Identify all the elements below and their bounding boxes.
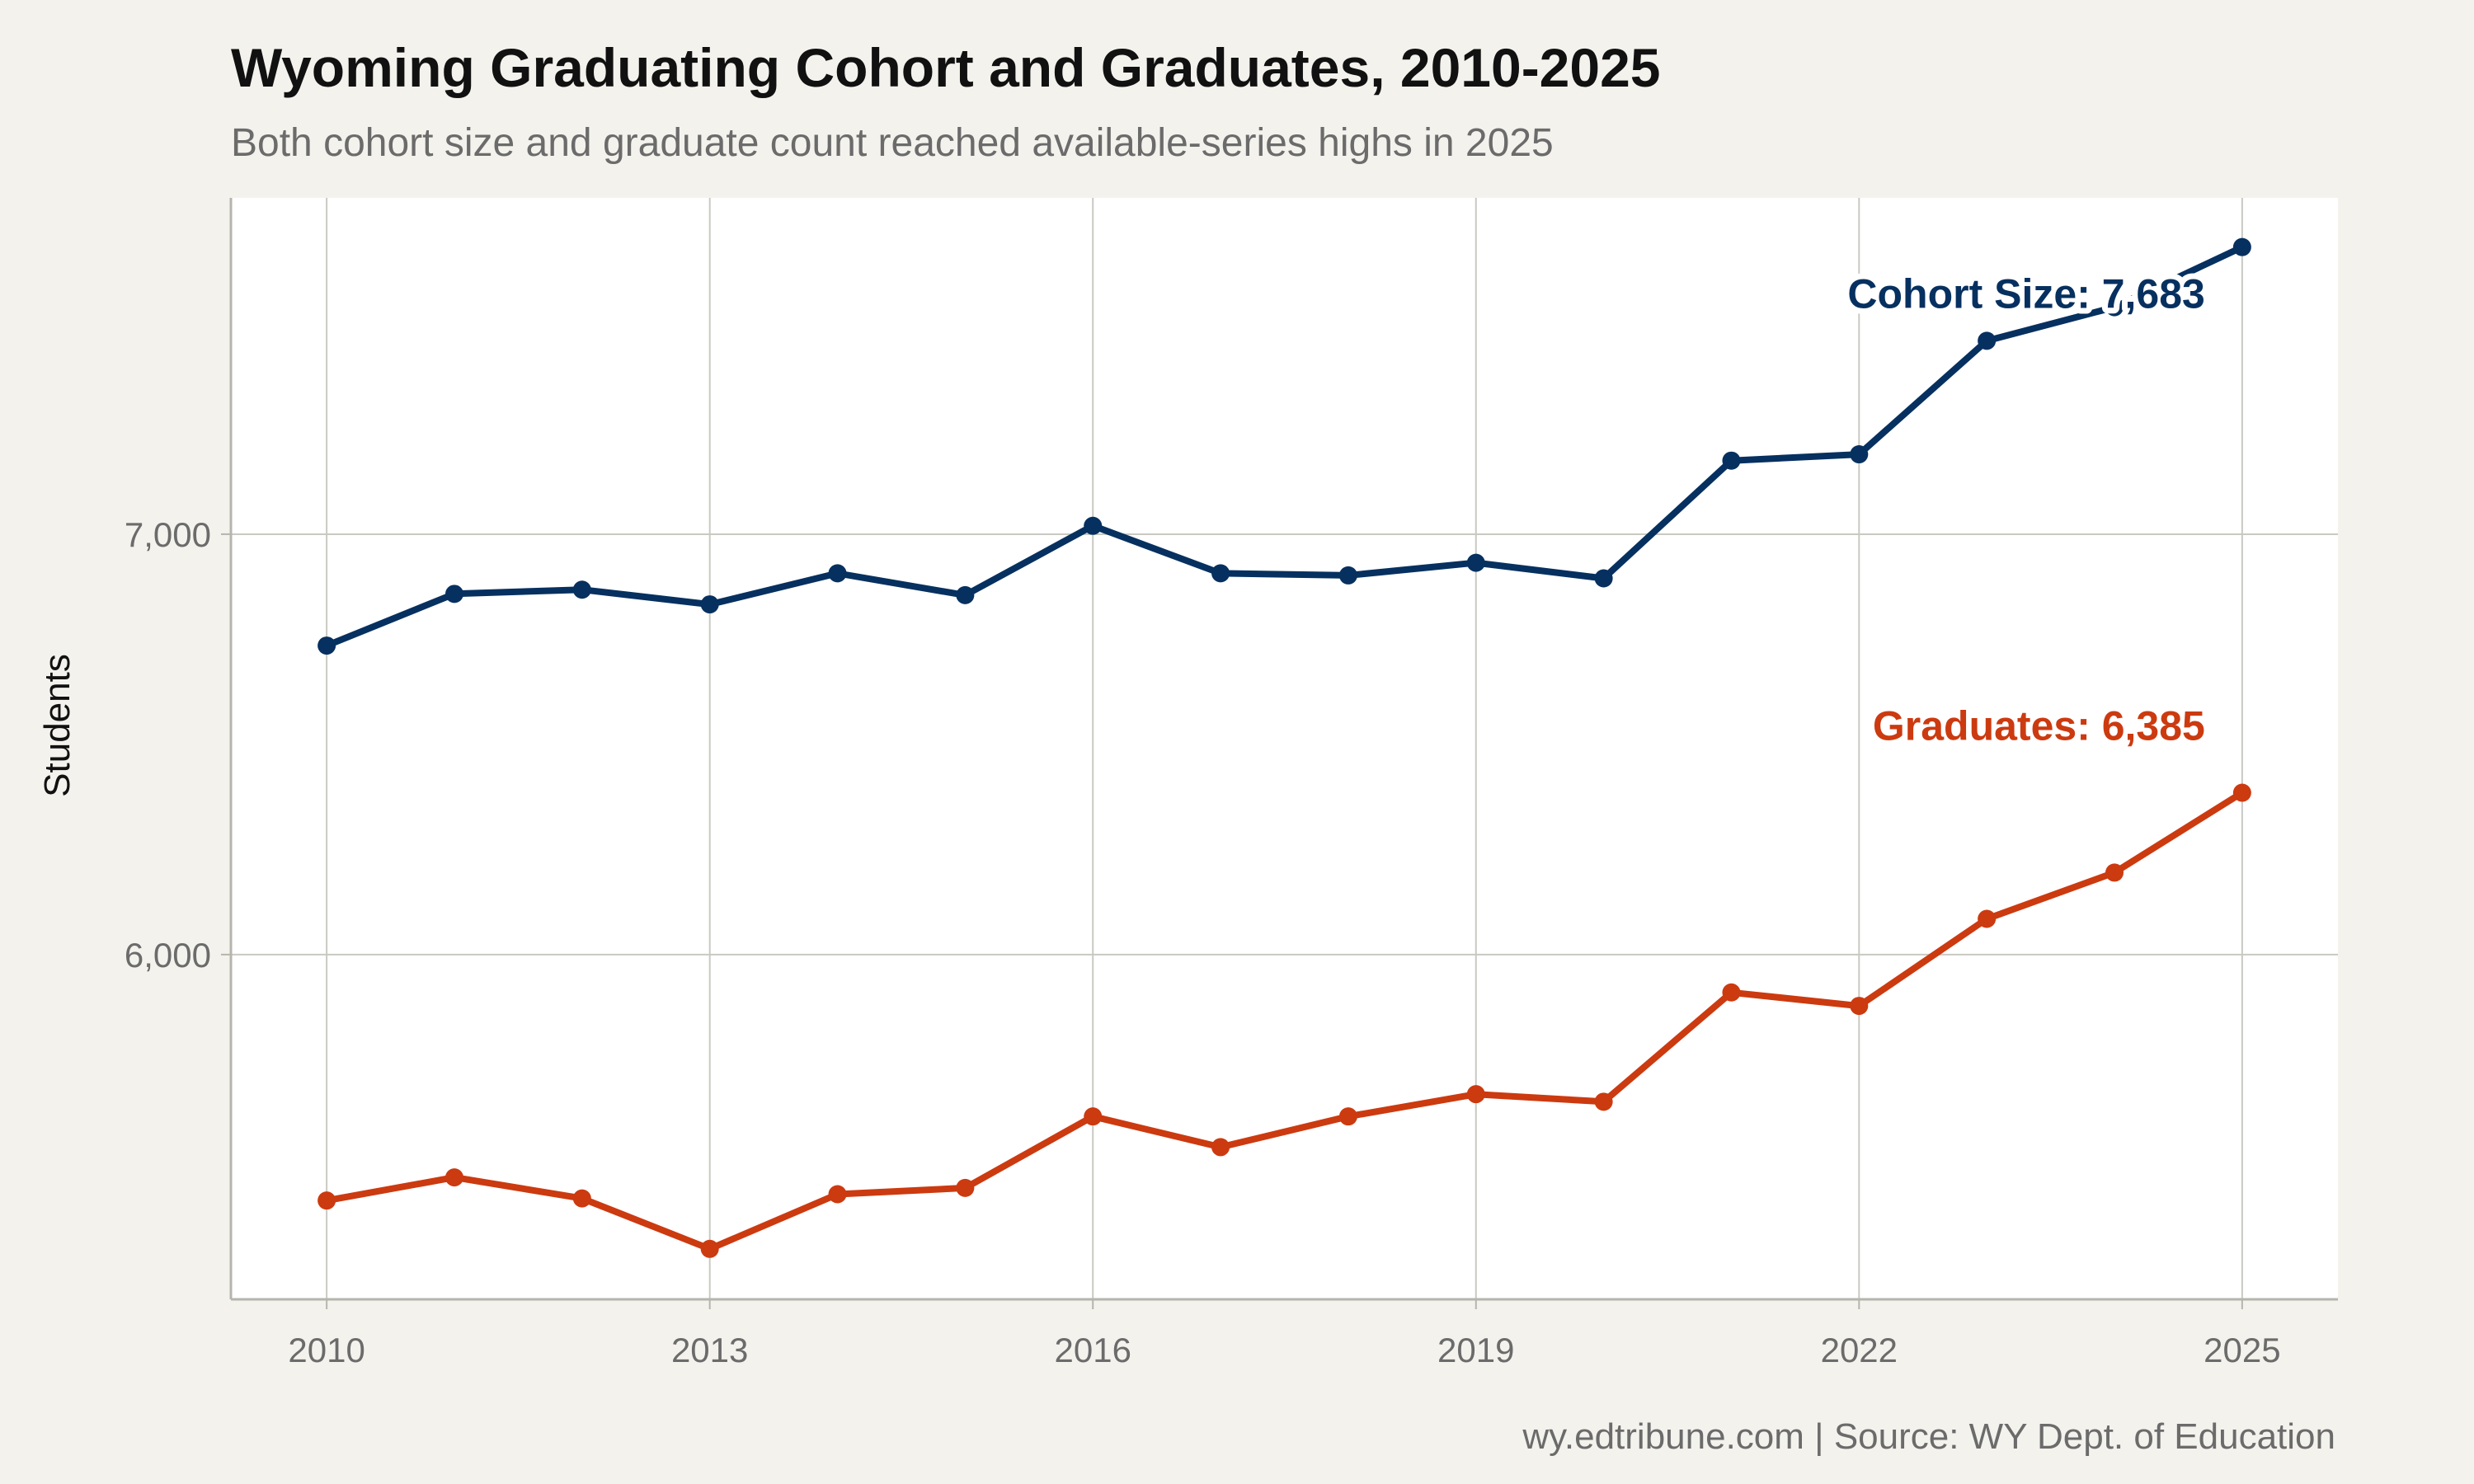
graduates-point-2019 — [1466, 1085, 1485, 1104]
cohort-point-2010 — [317, 636, 336, 655]
graduates-point-2016 — [1084, 1107, 1103, 1126]
cohort-point-2017 — [1211, 564, 1230, 583]
cohort-line — [323, 243, 2246, 650]
axes — [221, 198, 2338, 1309]
x-tick-label-2019: 2019 — [1437, 1331, 1514, 1369]
cohort-point-2025 — [2232, 237, 2251, 256]
y-tick-labels: 6,000 7,000 — [125, 515, 211, 974]
cohort-point-2023 — [1978, 331, 1997, 350]
end-labels: Cohort Size: 7,683 Graduates: 6,385 — [1841, 265, 2210, 755]
graduates-point-2021 — [1722, 983, 1741, 1002]
graduates-end-label: Graduates: 6,385 — [1873, 703, 2205, 749]
graduates-point-2014 — [828, 1185, 847, 1204]
graduates-point-2022 — [1850, 997, 1869, 1016]
graduates-point-2017 — [1211, 1138, 1230, 1157]
x-tick-labels: 2010 2013 2016 2019 2022 2025 — [288, 1331, 2280, 1369]
x-gridlines — [326, 198, 2243, 1299]
cohort-point-2012 — [572, 580, 591, 599]
cohort-end-label: Cohort Size: 7,683 — [1847, 271, 2204, 317]
x-tick-label-2010: 2010 — [288, 1331, 365, 1369]
graduates-point-2012 — [572, 1189, 591, 1208]
graduates-point-2013 — [700, 1239, 719, 1258]
y-tick-label-7000: 7,000 — [125, 515, 211, 554]
graduates-line — [323, 789, 2246, 1252]
graduates-point-2018 — [1338, 1107, 1357, 1126]
x-tick-label-2025: 2025 — [2204, 1331, 2280, 1369]
cohort-point-2021 — [1722, 451, 1741, 470]
y-gridlines — [231, 533, 2338, 956]
cohort-point-2019 — [1466, 553, 1485, 572]
x-tick-label-2013: 2013 — [671, 1331, 748, 1369]
cohort-point-2015 — [956, 585, 975, 604]
graduates-point-2010 — [317, 1191, 336, 1210]
cohort-point-2022 — [1850, 445, 1869, 464]
chart-title: Wyoming Graduating Cohort and Graduates,… — [231, 37, 1661, 98]
graduates-point-2011 — [444, 1168, 463, 1187]
graduates-point-2023 — [1978, 909, 1997, 928]
cohort-point-2018 — [1338, 566, 1357, 585]
cohort-point-2020 — [1594, 569, 1613, 588]
x-tick-label-2016: 2016 — [1055, 1331, 1131, 1369]
series-layer — [317, 237, 2251, 1258]
graduates-point-2020 — [1594, 1092, 1613, 1111]
x-tick-label-2022: 2022 — [1821, 1331, 1898, 1369]
source-caption: wy.edtribune.com | Source: WY Dept. of E… — [1522, 1416, 2335, 1457]
cohort-point-2016 — [1084, 516, 1103, 535]
chart-subtitle: Both cohort size and graduate count reac… — [231, 121, 1554, 165]
cohort-point-2014 — [828, 564, 847, 583]
cohort-point-2024 — [2105, 298, 2124, 317]
graduates-point-2025 — [2232, 783, 2251, 802]
graduates-point-2024 — [2105, 863, 2124, 882]
y-tick-label-6000: 6,000 — [125, 936, 211, 974]
cohort-point-2013 — [700, 595, 719, 614]
plot-panel — [231, 198, 2338, 1299]
cohort-point-2011 — [444, 585, 463, 603]
graduates-point-2015 — [956, 1178, 975, 1197]
